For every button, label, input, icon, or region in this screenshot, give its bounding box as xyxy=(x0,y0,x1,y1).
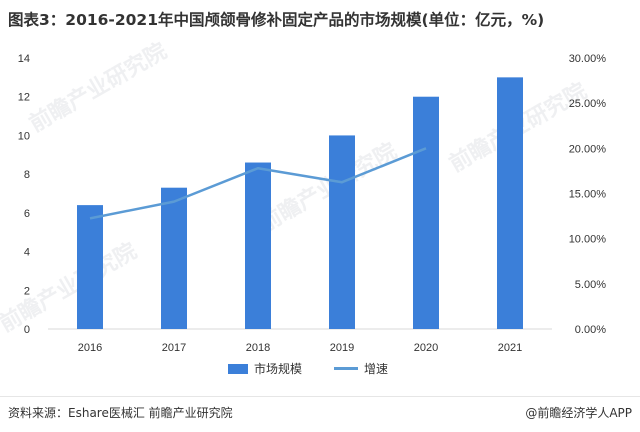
source-note: 资料来源：Eshare医械汇 前瞻产业研究院 xyxy=(8,406,233,420)
bar xyxy=(413,96,439,329)
chart-area: 0 2 4 6 8 10 12 14 0.00% 5.00% 10.00% 15.00% 20.00% 2… xyxy=(0,40,640,385)
bar xyxy=(245,162,271,329)
bar xyxy=(161,187,187,329)
x-tick-label: 2020 xyxy=(414,342,438,354)
legend: 市场规模 增速 xyxy=(0,360,640,380)
left-tick-label: 4 xyxy=(24,247,30,259)
bar xyxy=(329,135,355,329)
x-tick-label: 2016 xyxy=(78,342,102,354)
left-tick-label: 2 xyxy=(24,285,30,297)
legend-bar-label: 市场规模 xyxy=(254,362,303,376)
right-tick-label: 10.00% xyxy=(569,234,607,246)
left-tick-label: 10 xyxy=(18,130,30,142)
growth-line xyxy=(89,147,427,220)
right-tick-label: 15.00% xyxy=(569,189,607,201)
chart-title: 图表3：2016-2021年中国颅颌骨修补固定产品的市场规模(单位：亿元，%) xyxy=(8,11,545,29)
left-tick-label: 0 xyxy=(24,324,30,336)
credit-note: @前瞻经济学人APP xyxy=(525,406,632,420)
right-tick-label: 25.00% xyxy=(569,98,607,110)
right-tick-label: 30.00% xyxy=(569,53,607,65)
x-tick-label: 2021 xyxy=(498,342,522,354)
x-tick-label: 2019 xyxy=(330,342,354,354)
right-tick-label: 0.00% xyxy=(575,324,606,336)
right-tick-label: 5.00% xyxy=(575,279,606,291)
x-tick-label: 2017 xyxy=(162,342,186,354)
left-tick-label: 14 xyxy=(18,53,30,65)
legend-bar-swatch xyxy=(228,363,248,374)
chart-svg: 0 2 4 6 8 10 12 14 0.00% 5.00% 10.00% 15.00% 20.00% 2… xyxy=(18,53,607,354)
x-tick-label: 2018 xyxy=(246,342,270,354)
footer-divider xyxy=(0,396,640,397)
bar xyxy=(497,77,523,329)
bar xyxy=(77,205,103,329)
right-tick-label: 20.00% xyxy=(569,143,607,155)
legend-line-swatch xyxy=(334,367,358,370)
legend-item-line[interactable]: 增速 xyxy=(334,360,388,377)
legend-line-label: 增速 xyxy=(364,362,389,376)
legend-item-bar[interactable]: 市场规模 xyxy=(228,360,302,377)
left-tick-label: 6 xyxy=(24,208,30,220)
left-tick-label: 12 xyxy=(18,92,30,104)
left-tick-label: 8 xyxy=(24,169,30,181)
